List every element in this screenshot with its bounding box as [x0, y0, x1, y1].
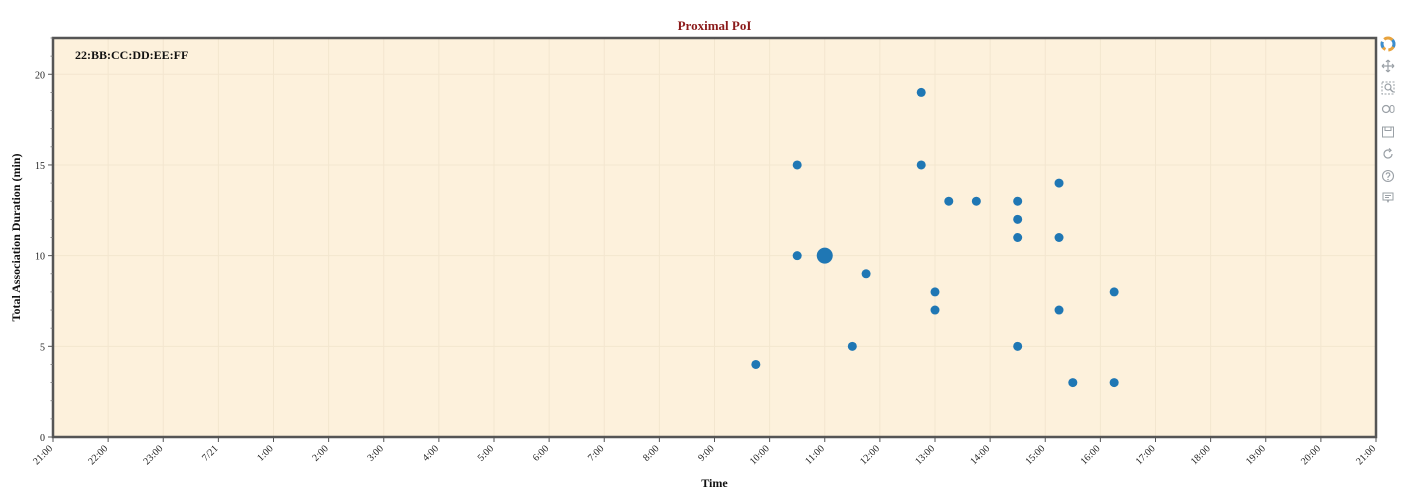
box-zoom-icon[interactable]	[1380, 80, 1396, 96]
scatter-point[interactable]	[1068, 378, 1078, 388]
x-tick-label: 7:00	[586, 443, 606, 463]
y-tick-label: 5	[40, 342, 45, 353]
x-tick-label: 4:00	[421, 443, 441, 463]
x-tick-label: 15:00	[1023, 443, 1047, 467]
scatter-point[interactable]	[930, 287, 940, 297]
device-mac-annotation: 22:BB:CC:DD:EE:FF	[75, 48, 188, 62]
x-tick-label: 11:00	[803, 443, 827, 467]
scatter-point[interactable]	[944, 196, 954, 206]
scatter-point[interactable]	[1013, 214, 1023, 224]
scatter-point[interactable]	[751, 359, 761, 369]
x-tick-label: 18:00	[1189, 443, 1213, 467]
chart-toolbar	[1378, 36, 1398, 206]
x-tick-label: 1:00	[255, 443, 275, 463]
x-tick-label: 14:00	[968, 443, 992, 467]
y-axis: 0 5 10 15 20	[35, 37, 53, 444]
x-tick-label: 8:00	[641, 443, 661, 463]
x-tick-label: 23:00	[141, 443, 165, 467]
hover-icon[interactable]	[1380, 190, 1396, 206]
wheel-zoom-icon[interactable]	[1380, 102, 1396, 118]
x-tick-label: 12:00	[858, 443, 882, 467]
scatter-point[interactable]	[930, 305, 940, 315]
chart-title: Proximal PoI	[678, 18, 752, 33]
reset-icon[interactable]	[1380, 146, 1396, 162]
scatter-point[interactable]	[1109, 378, 1119, 388]
x-tick-label: 13:00	[913, 443, 937, 467]
scatter-point[interactable]	[1054, 305, 1064, 315]
y-tick-label: 20	[35, 70, 45, 81]
save-icon[interactable]	[1380, 124, 1396, 140]
scatter-point[interactable]	[847, 341, 857, 351]
scatter-point[interactable]	[1013, 233, 1023, 242]
help-icon[interactable]	[1380, 168, 1396, 184]
x-tick-label: 22:00	[86, 443, 110, 467]
x-axis-label: Time	[701, 476, 728, 490]
y-tick-label: 15	[35, 161, 45, 172]
x-tick-label: 2:00	[310, 443, 330, 463]
x-tick-label: 5:00	[476, 443, 496, 463]
x-tick-label: 20:00	[1299, 443, 1323, 467]
move-icon[interactable]	[1380, 58, 1396, 74]
scatter-point[interactable]	[971, 196, 981, 206]
y-tick-label: 0	[40, 433, 45, 444]
x-tick-label: 19:00	[1244, 443, 1268, 467]
x-tick-label: 10:00	[748, 443, 772, 467]
x-axis: 21:00 22:00 23:00 7/21 1:00 2:00 3:00 4:00 5:00 6…	[31, 437, 1378, 467]
bokeh-logo-icon[interactable]	[1380, 36, 1396, 52]
x-tick-label: 16:00	[1079, 443, 1103, 467]
x-tick-label: 6:00	[531, 443, 551, 463]
x-tick-label: 3:00	[366, 443, 386, 463]
scatter-point[interactable]	[1054, 233, 1064, 242]
x-tick-label: 21:00	[31, 443, 55, 467]
scatter-point[interactable]	[916, 87, 926, 97]
data-points	[751, 87, 1119, 388]
scatter-point[interactable]	[1109, 287, 1119, 297]
y-axis-label: Total Association Duration (min)	[9, 154, 23, 322]
x-tick-label: 17:00	[1134, 443, 1158, 467]
x-tick-label: 7/21	[200, 443, 220, 463]
scatter-point[interactable]	[792, 160, 802, 170]
scatter-point[interactable]	[916, 160, 926, 170]
y-tick-label: 10	[35, 252, 45, 263]
x-tick-label: 21:00	[1354, 443, 1378, 467]
scatter-point[interactable]	[816, 247, 833, 264]
scatter-point[interactable]	[1054, 178, 1064, 188]
scatter-point[interactable]	[792, 251, 802, 261]
scatter-point[interactable]	[861, 269, 871, 279]
scatter-point[interactable]	[1013, 196, 1023, 206]
x-tick-label: 9:00	[696, 443, 716, 463]
scatter-point[interactable]	[1013, 341, 1023, 351]
